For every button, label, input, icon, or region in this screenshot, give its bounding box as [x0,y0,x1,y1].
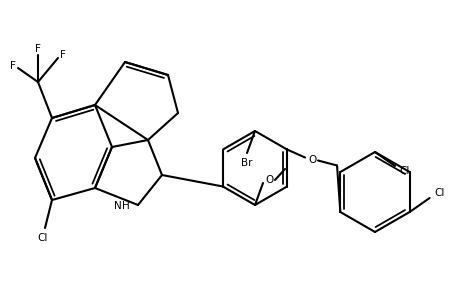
Text: H: H [122,201,130,211]
Text: Cl: Cl [400,166,410,176]
Text: Cl: Cl [38,233,48,243]
Text: O: O [308,156,316,166]
Text: Br: Br [241,158,253,168]
Text: F: F [60,50,66,60]
Text: F: F [35,44,41,54]
Text: N: N [114,201,122,211]
Text: F: F [10,61,16,71]
Text: Cl: Cl [434,188,445,198]
Text: O: O [266,175,274,185]
